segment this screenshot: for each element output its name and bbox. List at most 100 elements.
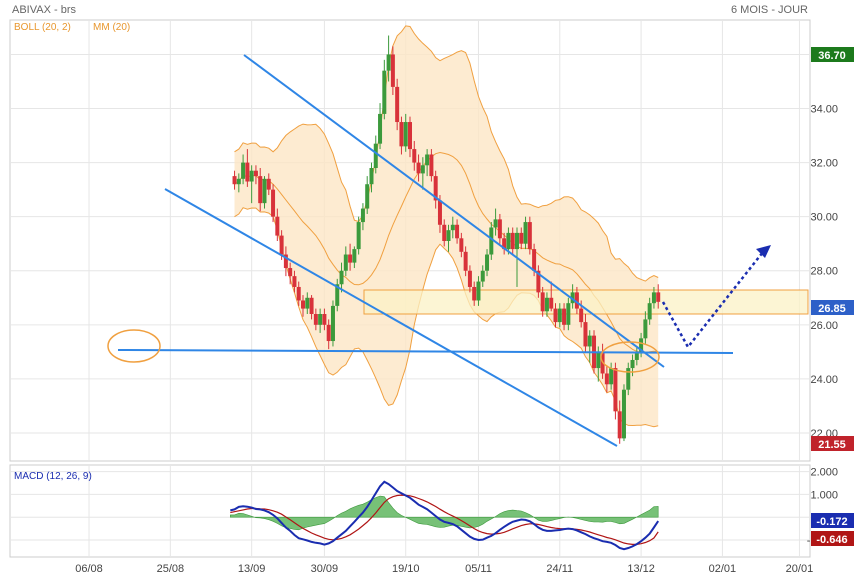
resistance-zone <box>363 289 809 315</box>
candlesticks <box>232 35 661 444</box>
price-tick-label: 28.00 <box>810 266 838 278</box>
candle-body <box>463 251 468 271</box>
candle-body <box>485 254 490 271</box>
candle-body <box>497 219 502 239</box>
badge-signal: -0.646 <box>816 534 847 546</box>
candle-body <box>643 319 648 339</box>
candle-body <box>271 189 276 217</box>
date-tick-label: 05/11 <box>465 563 492 575</box>
legend-mm: MM (20) <box>93 22 130 33</box>
macd-histogram <box>230 495 659 531</box>
price-tick-label: 26.00 <box>810 320 838 332</box>
candle-body <box>609 368 614 385</box>
candle-body <box>253 170 258 177</box>
candle-body <box>412 149 417 163</box>
candle-body <box>553 308 558 323</box>
macd-panel-frame <box>9 464 811 558</box>
bollinger-bands <box>234 25 659 428</box>
candle-body <box>275 216 280 236</box>
candle-body <box>570 292 575 304</box>
candle-body <box>656 292 661 302</box>
candle-body <box>369 168 374 185</box>
trendline-lower <box>164 188 618 447</box>
candle-body <box>283 254 288 269</box>
candle-body <box>288 268 293 277</box>
candle-body <box>420 165 425 174</box>
macd-tick-label: 1.000 <box>810 489 838 501</box>
candle-body <box>301 300 306 309</box>
candle-body <box>378 113 383 144</box>
candle-body <box>506 232 511 250</box>
forecast-path <box>661 251 764 350</box>
date-tick-label: 25/08 <box>157 563 185 575</box>
candle-body <box>634 351 639 360</box>
candle-body <box>630 359 635 369</box>
candle-body <box>536 270 541 293</box>
candle-body <box>425 154 430 166</box>
badge-macd-bg <box>811 513 854 528</box>
candle-body <box>587 335 592 347</box>
candle-body <box>519 232 524 244</box>
candle-body <box>579 308 584 323</box>
candle-body <box>455 224 460 239</box>
candle-body <box>604 373 609 385</box>
price-tick-label: 32.00 <box>810 158 838 170</box>
candle-body <box>318 314 323 325</box>
legend-boll: BOLL (20, 2) <box>14 22 71 33</box>
badge-low-bg <box>811 436 854 451</box>
candle-body <box>245 162 250 182</box>
macd-indicator <box>230 480 660 551</box>
badge-high-bg <box>811 47 854 62</box>
candle-body <box>647 303 652 320</box>
badge-macd: -0.172 <box>816 516 847 528</box>
candle-body <box>480 270 485 282</box>
chart-period: 6 MOIS - JOUR <box>731 4 808 16</box>
macd-tick-label: 2.000 <box>810 467 838 479</box>
candle-body <box>365 184 370 209</box>
candle-body <box>574 292 579 309</box>
low-circle-left <box>107 329 161 363</box>
badge-high: 36.70 <box>818 50 846 62</box>
candle-body <box>502 238 507 250</box>
candle-body <box>639 338 644 352</box>
candle-body <box>258 176 263 204</box>
candle-body <box>373 143 378 168</box>
badge-signal-bg <box>811 531 854 546</box>
bollinger-band-area <box>234 25 659 427</box>
candle-body <box>626 368 631 390</box>
candle-body <box>613 368 618 412</box>
candle-body <box>292 276 297 287</box>
candle-body <box>399 122 404 147</box>
candle-body <box>313 314 318 325</box>
candle-body <box>617 411 622 439</box>
forecast-arrow-head <box>756 245 771 258</box>
candle-body <box>339 270 344 285</box>
candle-body <box>562 308 567 325</box>
date-axis: 06/08 25/08 13/09 30/09 19/10 05/11 24/11 13/12… <box>75 563 813 575</box>
candle-body <box>249 170 254 182</box>
date-tick-label: 20/01 <box>786 563 814 575</box>
chart-title: ABIVAX - brs <box>12 4 76 16</box>
price-tick-label: 34.00 <box>810 104 838 116</box>
date-tick-label: 30/09 <box>311 563 339 575</box>
candle-body <box>549 297 554 309</box>
candle-body <box>476 281 481 301</box>
low-circle-right <box>600 341 660 373</box>
candle-body <box>326 324 331 342</box>
candle-body <box>360 208 365 223</box>
trendline-upper <box>243 54 665 368</box>
candle-body <box>348 254 353 263</box>
candle-body <box>489 227 494 255</box>
badge-low: 21.55 <box>818 439 846 451</box>
candle-body <box>382 70 387 114</box>
candle-body <box>416 162 421 174</box>
badge-last: 26.85 <box>818 303 846 315</box>
candle-body <box>621 389 626 439</box>
candle-body <box>395 86 400 123</box>
candle-body <box>403 122 408 147</box>
candle-body <box>330 305 335 342</box>
candle-body <box>356 222 361 250</box>
date-tick-label: 06/08 <box>75 563 103 575</box>
date-tick-label: 02/01 <box>709 563 737 575</box>
candle-body <box>510 232 515 250</box>
